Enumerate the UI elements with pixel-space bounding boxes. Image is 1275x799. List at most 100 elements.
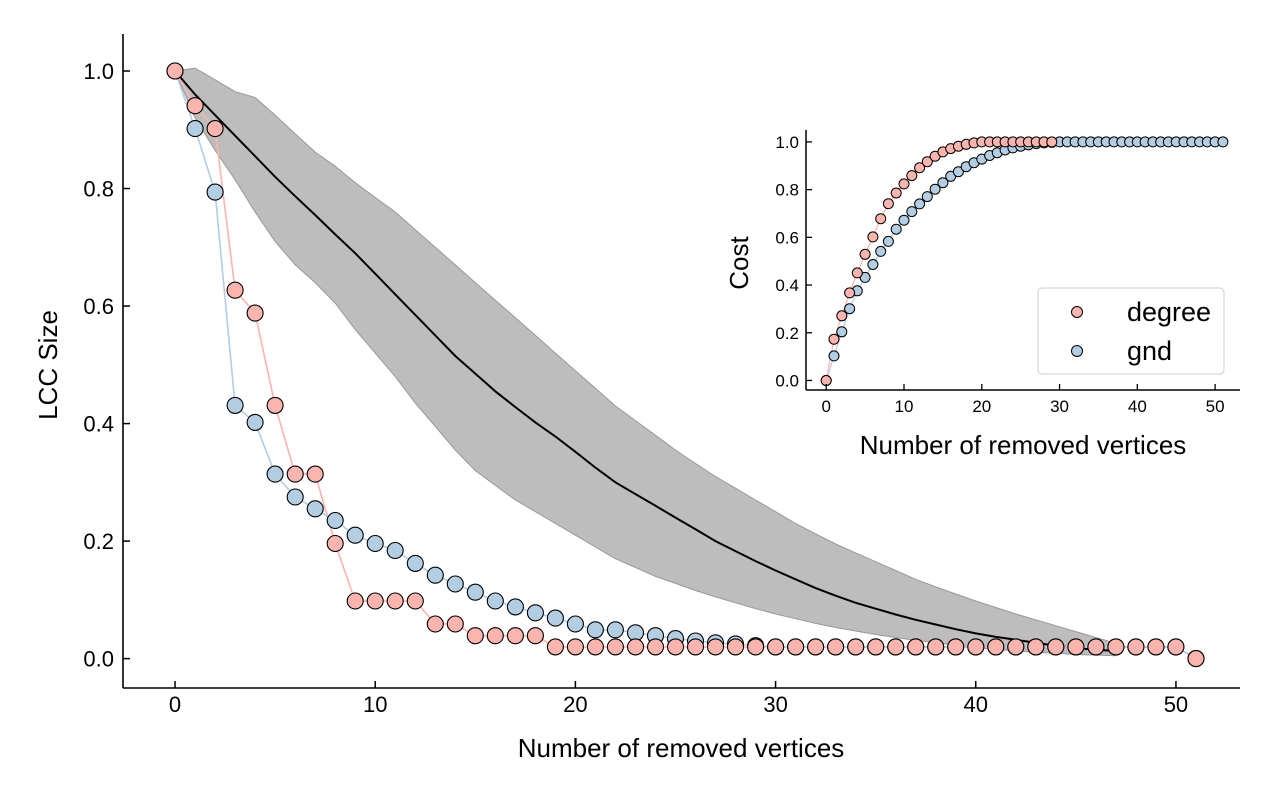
inset-point-gnd-10 <box>898 214 910 226</box>
inset-x-tick-label-40: 40 <box>1128 397 1147 416</box>
inset-x-tick-label-50: 50 <box>1206 397 1225 416</box>
main-point-degree-49 <box>1147 638 1165 656</box>
main-point-degree-10 <box>366 592 384 610</box>
main-plot: 0 10 20 30 40 50 0.0 0.2 0.4 0.6 0.8 1.0 Number of … <box>33 34 1240 763</box>
main-point-gnd-22 <box>606 621 624 639</box>
main-point-gnd-17 <box>506 598 524 616</box>
main-lines-layer <box>174 70 1197 660</box>
main-point-gnd-9 <box>346 526 364 544</box>
main-point-gnd-13 <box>426 566 444 584</box>
main-point-degree-9 <box>346 592 364 610</box>
main-point-degree-27 <box>706 638 725 656</box>
main-point-gnd-14 <box>446 575 464 593</box>
inset-y-tick-label-0.4: 0.4 <box>775 276 799 295</box>
main-point-degree-3 <box>226 281 244 299</box>
inset-y-tick-label-0.2: 0.2 <box>775 324 799 343</box>
main-y-tick-label-0.2: 0.2 <box>83 529 114 554</box>
main-point-degree-26 <box>686 638 705 656</box>
main-point-degree-19 <box>546 638 564 656</box>
main-point-degree-7 <box>306 465 324 483</box>
inset-point-degree-13 <box>921 156 933 168</box>
main-point-degree-31 <box>787 638 805 656</box>
inset-x-tick-label-10: 10 <box>895 397 914 416</box>
main-point-degree-14 <box>446 615 464 633</box>
main-x-tick-label-40: 40 <box>964 692 988 717</box>
main-x-axis-title: Number of removed vertices <box>518 733 845 763</box>
main-y-tick-label-1.0: 1.0 <box>83 59 114 84</box>
inset-point-gnd-12 <box>914 198 926 210</box>
main-point-degree-34 <box>847 638 865 656</box>
inset-point-degree-12 <box>914 162 926 174</box>
main-point-degree-35 <box>867 638 885 656</box>
main-point-degree-44 <box>1047 638 1065 656</box>
main-y-tick-label-0.0: 0.0 <box>83 647 114 672</box>
main-point-degree-28 <box>726 638 745 656</box>
inset-point-degree-4 <box>851 267 863 279</box>
main-point-degree-43 <box>1027 638 1045 656</box>
main-point-gnd-1 <box>186 120 204 138</box>
main-point-degree-12 <box>406 592 424 610</box>
main-point-gnd-20 <box>566 615 584 633</box>
inset-y-tick-label-0.6: 0.6 <box>775 228 799 247</box>
main-point-gnd-5 <box>266 465 284 483</box>
main-x-tick-label-20: 20 <box>563 692 587 717</box>
main-point-gnd-3 <box>226 396 244 414</box>
inset-point-gnd-14 <box>929 183 941 195</box>
legend-label-gnd: gnd <box>1127 336 1172 366</box>
main-point-degree-25 <box>666 638 685 656</box>
main-point-degree-4 <box>246 304 264 322</box>
main-x-tick-label-10: 10 <box>363 692 387 717</box>
main-point-degree-39 <box>947 638 965 656</box>
main-point-degree-6 <box>286 465 304 483</box>
main-point-degree-41 <box>987 638 1005 656</box>
main-point-gnd-19 <box>546 609 564 627</box>
main-point-gnd-21 <box>586 621 604 639</box>
inset-point-degree-9 <box>890 187 902 199</box>
legend-marker-gnd <box>1071 345 1083 357</box>
main-point-degree-16 <box>486 627 504 645</box>
main-point-gnd-6 <box>286 488 304 506</box>
inset-legend: degree gnd <box>1037 287 1225 375</box>
main-point-degree-21 <box>586 638 604 656</box>
main-point-gnd-16 <box>486 592 504 610</box>
main-point-degree-33 <box>827 638 845 656</box>
main-point-degree-47 <box>1107 638 1125 656</box>
inset-y-tick-label-1.0: 1.0 <box>775 133 799 152</box>
main-point-degree-29 <box>747 638 765 656</box>
legend-frame <box>1037 287 1225 375</box>
main-point-degree-32 <box>807 638 825 656</box>
main-x-tick-label-30: 30 <box>763 692 787 717</box>
legend-label-degree: degree <box>1127 297 1211 327</box>
main-point-gnd-2 <box>206 183 224 201</box>
inset-x-axis-title: Number of removed vertices <box>860 430 1187 460</box>
main-point-degree-1 <box>186 97 204 115</box>
inset-point-degree-1 <box>828 333 840 345</box>
legend-marker-degree <box>1071 306 1083 318</box>
main-point-degree-50 <box>1167 638 1185 656</box>
main-axes <box>122 34 1240 689</box>
main-y-tick-label-0.6: 0.6 <box>83 294 114 319</box>
main-point-degree-51 <box>1187 650 1205 668</box>
main-point-degree-11 <box>386 592 404 610</box>
main-y-tick-label-0.4: 0.4 <box>83 412 114 437</box>
main-x-tick-label-50: 50 <box>1164 692 1188 717</box>
main-x-tick-label-0: 0 <box>169 692 181 717</box>
inset-plot: 0 10 20 30 40 50 0.0 0.2 0.4 0.6 0.8 1.0 Number of … <box>724 130 1240 460</box>
inset-point-degree-29 <box>1046 136 1058 148</box>
main-point-degree-8 <box>326 534 344 553</box>
main-point-gnd-11 <box>386 541 404 560</box>
inset-point-gnd-13 <box>921 191 933 203</box>
inset-point-gnd-8 <box>882 235 894 247</box>
main-y-axis-title: LCC Size <box>33 310 63 420</box>
main-point-degree-45 <box>1067 638 1085 656</box>
inset-point-degree-11 <box>906 170 918 182</box>
inset-point-gnd-15 <box>937 177 949 189</box>
main-point-degree-17 <box>506 627 524 645</box>
inset-y-tick-label-0.8: 0.8 <box>775 181 799 200</box>
main-point-gnd-12 <box>406 554 424 572</box>
main-point-degree-15 <box>466 627 484 645</box>
main-point-degree-30 <box>767 638 785 656</box>
main-point-gnd-8 <box>326 511 344 530</box>
main-point-degree-22 <box>606 638 624 656</box>
main-point-gnd-10 <box>366 534 384 553</box>
